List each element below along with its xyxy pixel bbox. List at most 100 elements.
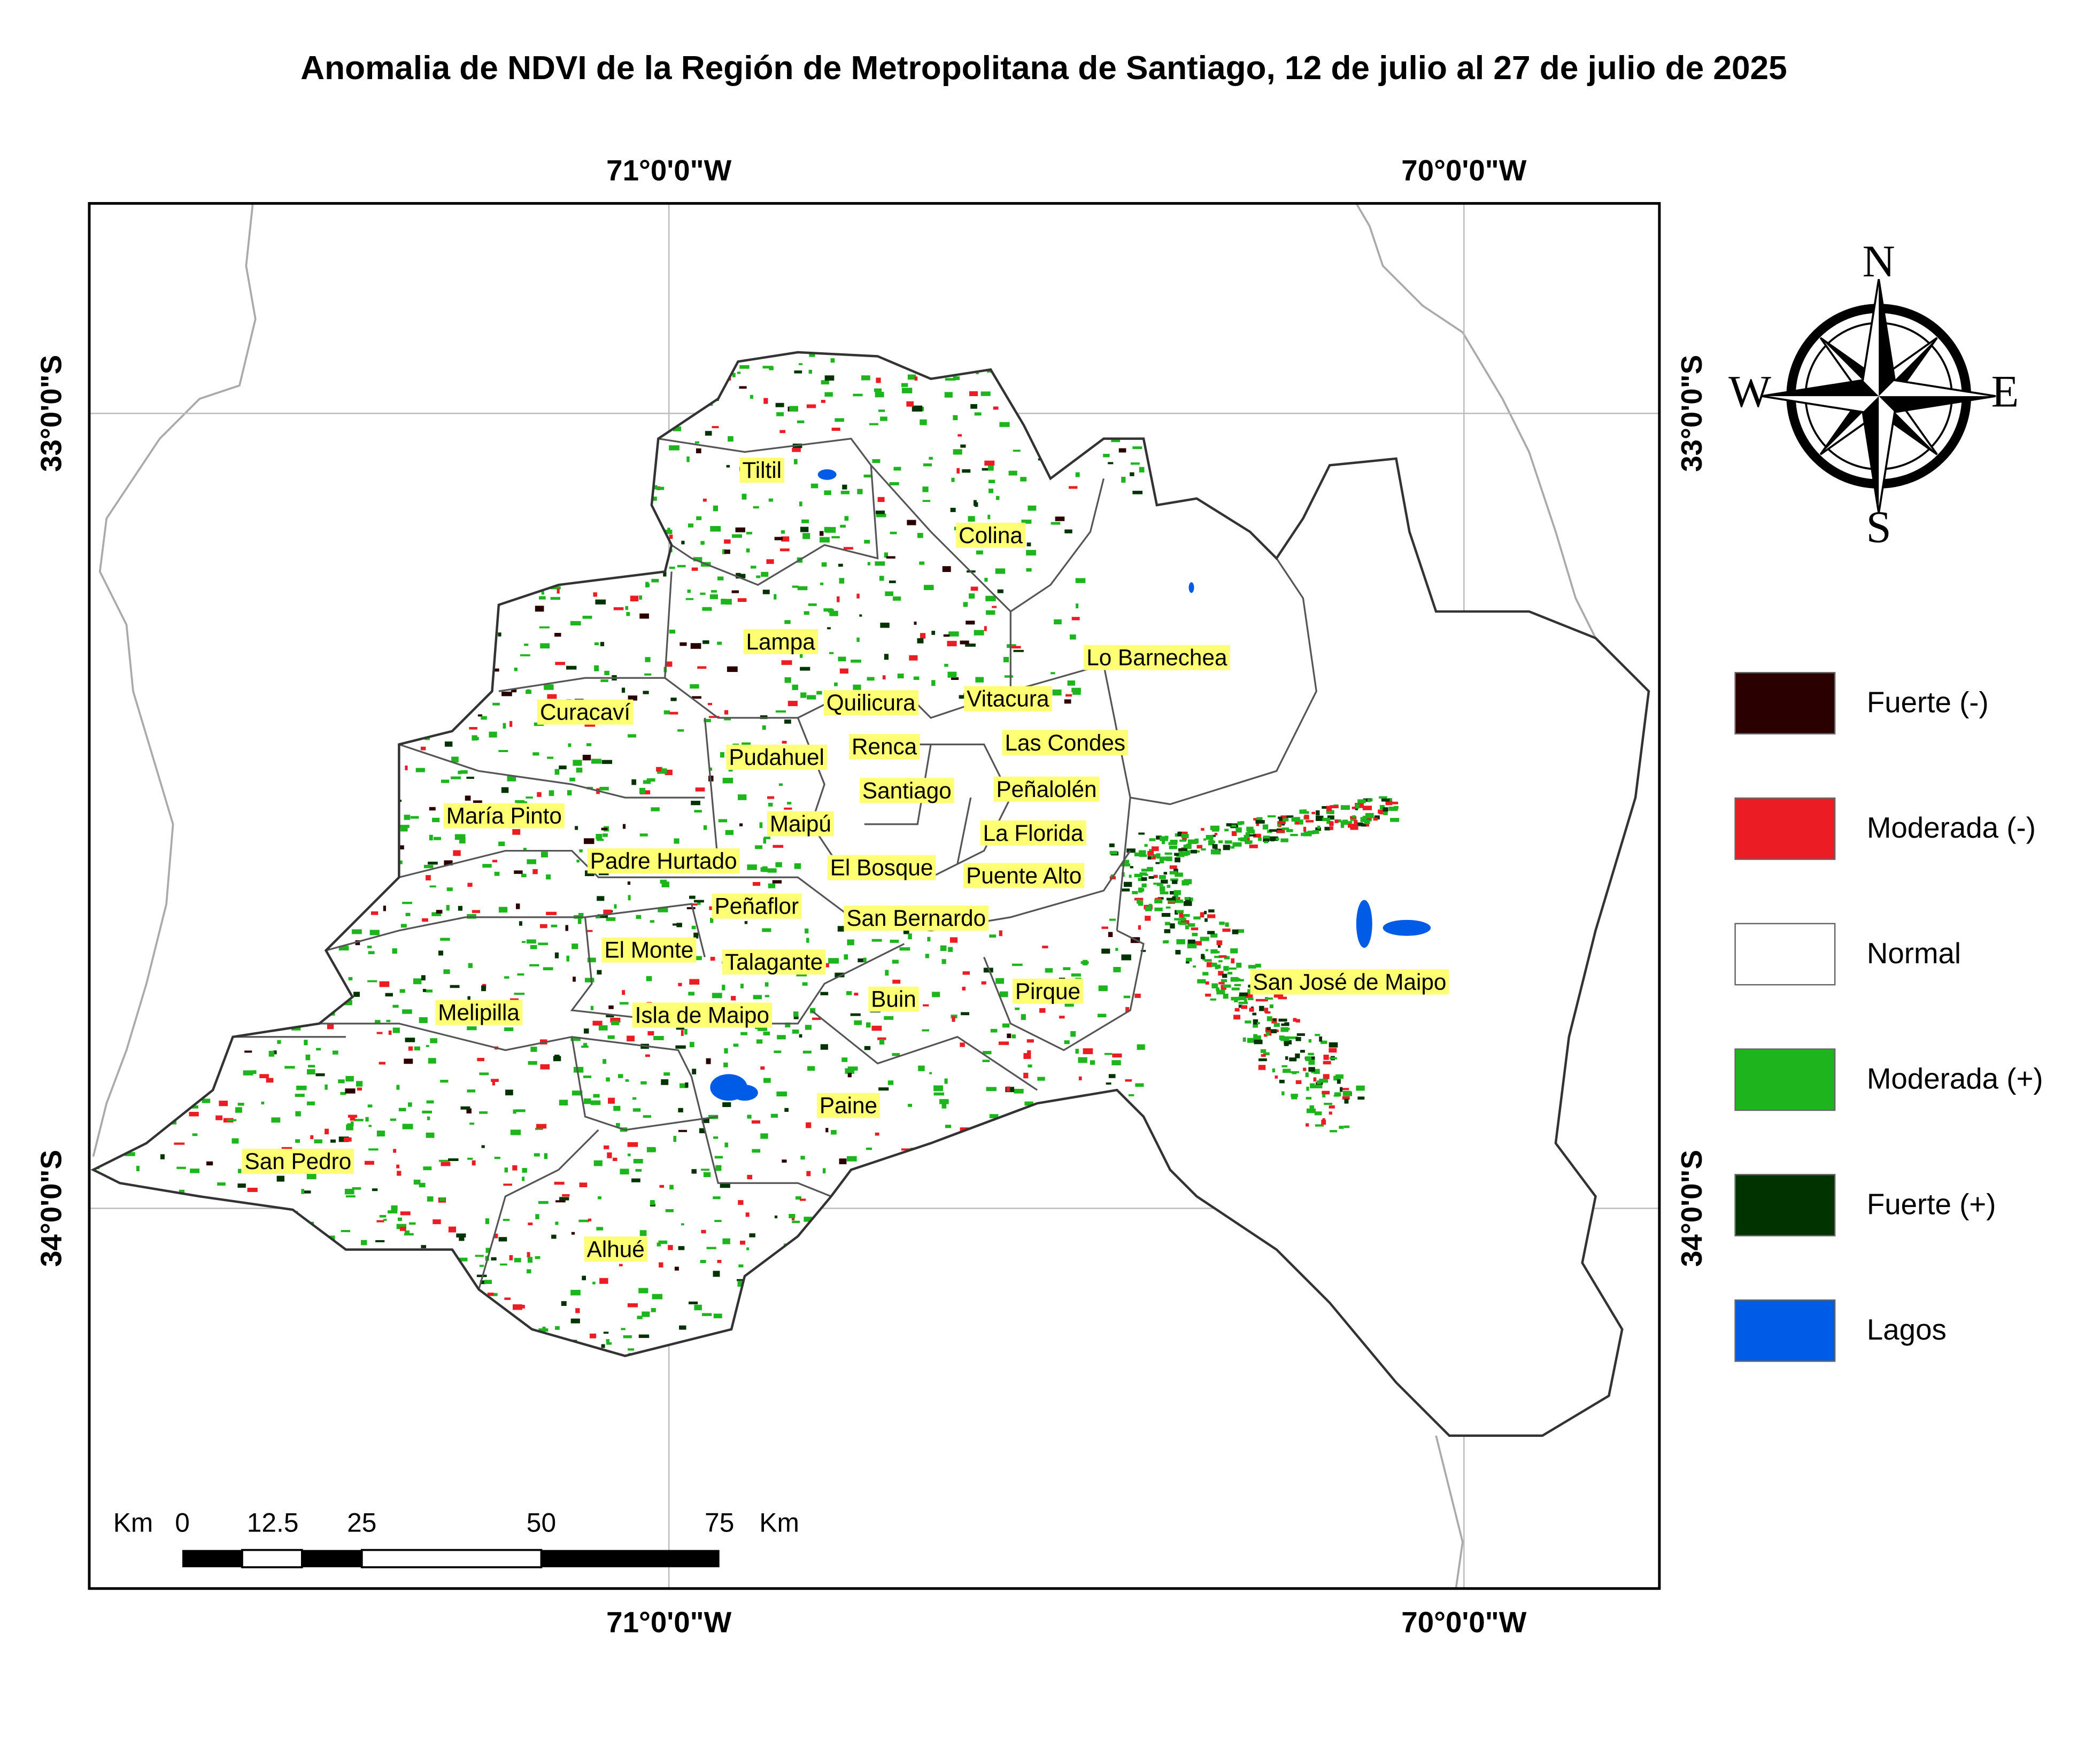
anomaly-patch: [492, 860, 498, 863]
anomaly-patch: [632, 1108, 641, 1112]
anomaly-patch: [1329, 826, 1333, 830]
anomaly-patch: [1173, 890, 1181, 895]
anomaly-patch: [700, 541, 705, 545]
anomaly-patch: [1156, 853, 1161, 859]
legend-label: Moderada (+): [1867, 1062, 2043, 1095]
anomaly-patch: [669, 1185, 674, 1190]
anomaly-patch: [426, 989, 433, 993]
anomaly-patch: [503, 1219, 510, 1221]
anomaly-patch: [512, 1165, 518, 1171]
anomaly-patch: [1300, 1050, 1305, 1053]
anomaly-patch: [1329, 1111, 1332, 1115]
anomaly-patch: [819, 531, 824, 536]
anomaly-patch: [630, 595, 639, 602]
anomaly-patch: [404, 1058, 413, 1064]
anomaly-patch: [383, 906, 387, 911]
anomaly-patch: [190, 1169, 200, 1173]
anomaly-patch: [268, 1050, 275, 1057]
anomaly-patch: [1054, 619, 1062, 625]
anomaly-patch: [1108, 462, 1114, 465]
anomaly-patch: [1275, 1076, 1278, 1079]
anomaly-patch: [1263, 835, 1270, 839]
anomaly-patch: [678, 1108, 683, 1112]
anomaly-patch: [1123, 995, 1131, 999]
anomaly-patch: [1363, 798, 1371, 802]
anomaly-patch: [712, 426, 719, 429]
anomaly-patch: [737, 1280, 745, 1287]
anomaly-patch: [714, 1220, 722, 1223]
anomaly-patch: [804, 611, 809, 615]
anomaly-patch: [529, 964, 539, 966]
anomaly-patch: [503, 1183, 513, 1186]
anomaly-patch: [397, 1171, 401, 1176]
anomaly-patch: [491, 1257, 497, 1260]
anomaly-patch: [1227, 972, 1233, 975]
anomaly-patch: [1156, 884, 1164, 886]
anomaly-patch: [1130, 866, 1133, 869]
anomaly-patch: [1216, 987, 1219, 992]
region-boundary: [90, 351, 1650, 1437]
anomaly-patch: [379, 1062, 386, 1065]
anomaly-patch: [1007, 1033, 1011, 1038]
label-halo: [743, 629, 818, 654]
label-halo: [859, 778, 954, 803]
scale-segment: [302, 1550, 362, 1567]
anomaly-patch: [1210, 998, 1217, 1001]
anomaly-patch: [595, 915, 600, 919]
anomaly-patch: [414, 1046, 420, 1051]
anomaly-patch: [710, 957, 715, 961]
anomaly-patch: [1255, 999, 1265, 1002]
anomaly-patch: [1258, 1058, 1267, 1062]
anomaly-patch: [1347, 824, 1355, 828]
anomaly-patch: [1373, 817, 1378, 821]
scale-bar: Km 0 12.5 25 50 75 Km: [113, 1508, 799, 1568]
anomaly-patch: [1281, 1023, 1289, 1026]
anomaly-patch: [643, 1115, 651, 1118]
anomaly-patch: [989, 934, 997, 938]
anomaly-patch: [1329, 1105, 1335, 1109]
anomaly-patch: [645, 657, 651, 662]
anomaly-patch: [1171, 880, 1178, 884]
anomaly-patch: [1028, 505, 1037, 511]
anomaly-patch: [420, 746, 426, 751]
anomaly-patch: [633, 1159, 643, 1164]
anomaly-patch: [1013, 450, 1021, 452]
anomaly-patch: [998, 1041, 1009, 1045]
anomaly-patch: [974, 630, 984, 636]
anomaly-patch: [746, 531, 752, 535]
anomaly-patch: [1140, 950, 1146, 952]
anomaly-patch: [621, 1328, 626, 1330]
anomaly-patch: [700, 1260, 706, 1263]
anomaly-patch: [1071, 973, 1081, 977]
anomaly-patch: [631, 779, 637, 785]
anomaly-patch: [1028, 1064, 1032, 1067]
commune-label: Peñalolén: [996, 777, 1096, 802]
anomaly-patch: [1326, 810, 1334, 814]
anomaly-patch: [639, 1230, 647, 1236]
anomaly-patch: [959, 695, 968, 699]
anomaly-patch: [573, 760, 582, 766]
anomaly-patch: [458, 770, 462, 775]
anomaly-patch: [1101, 948, 1110, 954]
anomaly-patch: [1174, 918, 1184, 920]
anomaly-patch: [1231, 958, 1235, 964]
anomaly-patch: [387, 1210, 398, 1213]
anomaly-patch: [939, 1099, 949, 1104]
anomaly-patch: [717, 641, 722, 645]
anomaly-patch: [1295, 1053, 1300, 1058]
anomaly-patch: [338, 946, 349, 951]
anomaly-patch: [392, 1027, 400, 1033]
anomaly-patch: [1218, 982, 1225, 985]
anomaly-patch: [835, 972, 845, 978]
anomaly-patch: [1212, 844, 1218, 849]
anomaly-patch: [1179, 851, 1188, 856]
anomaly-patch: [160, 1154, 165, 1159]
anomaly-patch: [1231, 831, 1237, 836]
scale-label: 50: [527, 1508, 556, 1538]
anomaly-patch: [780, 548, 790, 552]
anomaly-patch: [568, 743, 572, 747]
anomaly-patch: [877, 497, 885, 502]
anomaly-patch: [1244, 994, 1253, 999]
anomaly-patch: [867, 677, 875, 681]
anomaly-patch: [674, 838, 679, 844]
